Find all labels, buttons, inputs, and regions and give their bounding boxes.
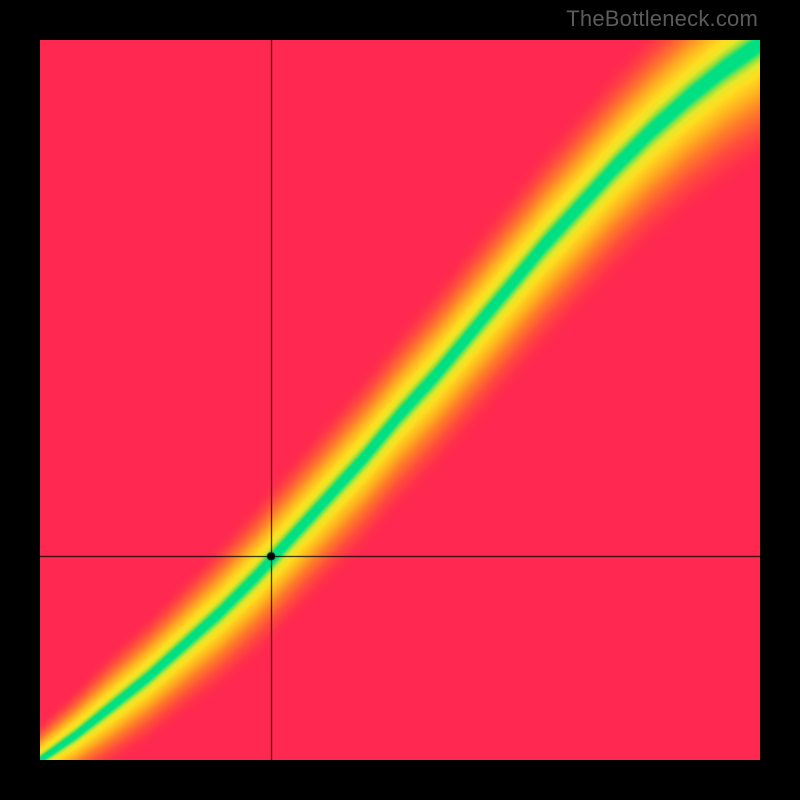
watermark-text: TheBottleneck.com [566, 6, 758, 32]
bottleneck-heatmap [40, 40, 760, 760]
heatmap-canvas [40, 40, 760, 760]
